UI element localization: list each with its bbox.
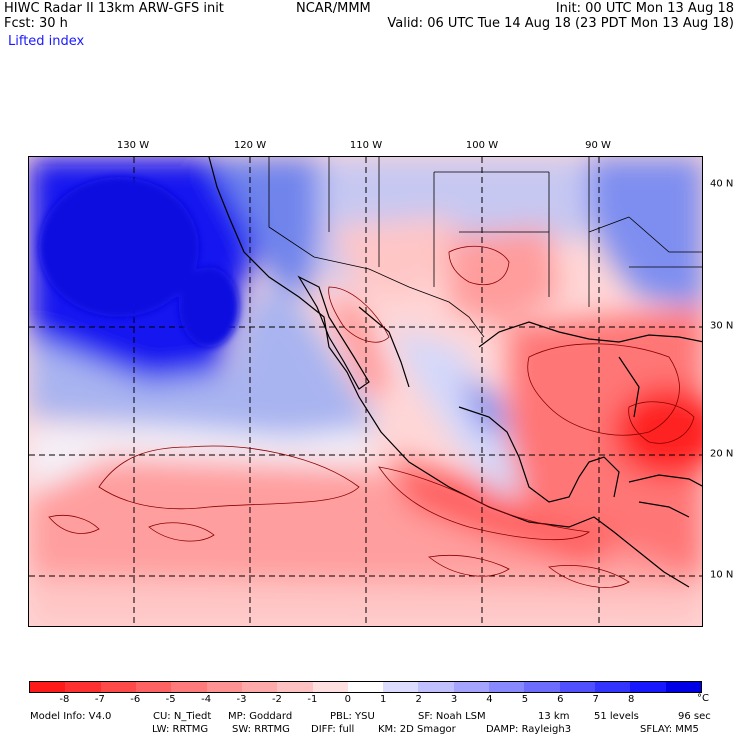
colorbar-swatch — [277, 682, 313, 692]
coastlines — [208, 157, 702, 588]
colorbar-tick-label: 8 — [627, 694, 635, 705]
colorbar-swatch — [30, 682, 66, 692]
map-canvas — [29, 157, 702, 626]
colorbar-swatch — [595, 682, 631, 692]
colorbar-tick-label: 3 — [450, 694, 458, 705]
lat-label: 20 N — [710, 448, 734, 460]
footer-levels: 51 levels — [594, 711, 639, 722]
colorbar-tick-label: -2 — [271, 694, 282, 705]
colorbar-swatch — [347, 682, 384, 692]
field-name: Lifted index — [8, 34, 85, 49]
colorbar-swatch — [100, 682, 136, 692]
colorbar-swatch — [312, 682, 348, 692]
footer-cu: CU: N_Tiedt — [153, 711, 212, 722]
lifted-index-map — [28, 156, 703, 627]
colorbar-tick-label: -6 — [130, 694, 141, 705]
forecast-hour: Fcst: 30 h — [4, 16, 68, 31]
political-borders — [268, 157, 702, 338]
colorbar-swatch — [524, 682, 560, 692]
lat-label: 40 N — [710, 178, 734, 190]
li-contours — [48, 245, 695, 588]
footer-lw: LW: RRTMG — [152, 724, 209, 735]
footer-dt: 96 sec — [678, 711, 711, 722]
pacific-high — [39, 177, 239, 347]
lat-lon-grid — [29, 157, 702, 626]
colorbar-tick-label: -5 — [165, 694, 176, 705]
init-time: Init: 00 UTC Mon 13 Aug 18 — [555, 1, 734, 16]
colorbar — [29, 681, 702, 693]
colorbar-swatch — [453, 682, 490, 692]
colorbar-tick-label: 4 — [486, 694, 493, 705]
lon-label: 90 W — [585, 140, 611, 151]
lat-label: 10 N — [710, 569, 734, 581]
colorbar-tick-label: -1 — [307, 694, 318, 705]
colorbar-swatch — [241, 682, 278, 692]
colorbar-tick-label: 2 — [415, 694, 422, 705]
footer-mp: MP: Goddard — [228, 711, 293, 722]
lon-label: 100 W — [465, 140, 499, 151]
colorbar-swatch — [418, 682, 454, 692]
lon-label: 120 W — [233, 140, 267, 151]
colorbar-swatch — [135, 682, 172, 692]
colorbar-tick-label: -3 — [236, 694, 247, 705]
footer-sf: SF: Noah LSM — [418, 711, 486, 722]
model-title: HIWC Radar II 13km ARW-GFS init — [4, 1, 224, 16]
valid-time: Valid: 06 UTC Tue 14 Aug 18 (23 PDT Mon … — [387, 16, 734, 31]
footer-res: 13 km — [538, 711, 570, 722]
footer-km: KM: 2D Smagor — [378, 724, 456, 735]
colorbar-tick-label: -7 — [94, 694, 105, 705]
colorbar-swatch — [206, 682, 242, 692]
footer-pbl: PBL: YSU — [330, 711, 375, 722]
colorbar-swatch — [559, 682, 595, 692]
lat-label: 30 N — [710, 320, 734, 332]
colorbar-tick-label: 6 — [557, 694, 564, 705]
colorbar-tick-label: 5 — [521, 694, 529, 705]
footer-model-info: Model Info: V4.0 — [30, 711, 112, 722]
colorbar-tick-label: 0 — [344, 694, 351, 705]
colorbar-tick-label: 1 — [380, 694, 387, 705]
lon-label: 130 W — [116, 140, 150, 151]
footer-damp: DAMP: Rayleigh3 — [486, 724, 572, 735]
colorbar-tick-label: 7 — [592, 694, 599, 705]
colorbar-swatch — [489, 682, 525, 692]
colorbar-swatch — [383, 682, 419, 692]
lon-label: 110 W — [349, 140, 383, 151]
colorbar-tick-label: -8 — [59, 694, 70, 705]
footer-sflay: SFLAY: MM5 — [640, 724, 699, 735]
organization: NCAR/MMM — [296, 1, 371, 16]
colorbar-tick-label: -4 — [201, 694, 212, 705]
footer-sw: SW: RRTMG — [232, 724, 290, 735]
colorbar-unit: °C — [697, 693, 709, 704]
colorbar-swatch — [630, 682, 666, 692]
colorbar-swatch — [665, 682, 701, 692]
colorbar-swatch — [65, 682, 101, 692]
colorbar-swatch — [171, 682, 207, 692]
footer-diff: DIFF: full — [311, 724, 355, 735]
